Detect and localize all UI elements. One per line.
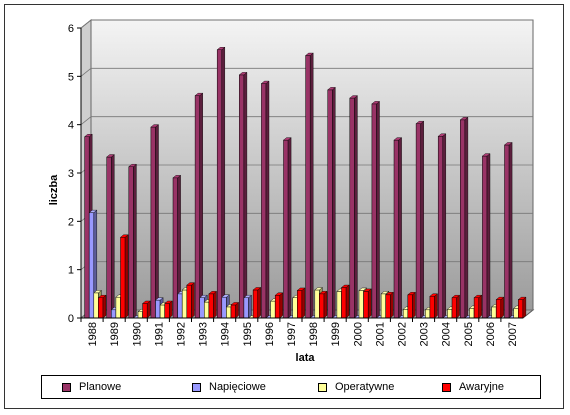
bar-awaryjne-2006 [495,296,505,319]
x-tick-label: 2000 [352,322,364,346]
y-tick-label: 4 [68,120,74,132]
chart-frame: 0 1 2 3 4 5 6 1988 1989 1990 1991 1992 1993 1994 1995… [4,4,564,409]
bar-planowe-2005 [459,116,469,319]
bar-awaryjne-2003 [429,293,439,319]
x-tick-label: 1994 [220,322,232,346]
gridline [80,19,533,29]
bar-planowe-2000 [349,95,358,319]
bar-awaryjne-2001 [385,291,394,319]
x-tick-label: 1999 [330,322,342,346]
bar-planowe-1990 [128,163,137,319]
legend-label: Planowe [79,381,122,393]
bar-planowe-1995 [238,71,248,319]
bar-napięciowe-1995 [243,294,253,319]
x-tick-label: 1995 [242,322,254,346]
x-tick-label: 1996 [264,322,276,346]
x-tick-label: 2003 [419,322,431,346]
bar-awaryjne-2005 [473,294,483,319]
chart-plot: 0 1 2 3 4 5 6 1988 1989 1990 1991 1992 1993 1994 1995… [48,18,535,364]
legend-item-planowe: Planowe [62,380,121,394]
bar-planowe-2004 [437,133,447,319]
bar-planowe-1989 [106,154,115,319]
x-tick-label: 1990 [131,322,143,346]
bar-awaryjne-2007 [517,296,527,319]
bar-awaryjne-1999 [340,284,350,319]
y-tick-label: 5 [68,71,74,83]
legend-swatch [442,382,451,392]
y-tick-label: 2 [68,216,74,228]
bar-awaryjne-1989 [119,234,129,319]
x-axis-title: lata [296,352,316,364]
x-tick-label: 2001 [374,322,386,346]
bar-planowe-2002 [393,137,403,319]
bar-planowe-1996 [260,80,270,319]
x-tick-label: 1988 [87,322,99,346]
bar-planowe-2001 [371,100,381,319]
bar-awaryjne-1994 [230,302,240,319]
gridline [80,67,533,77]
bar-awaryjne-1997 [296,287,306,319]
x-tick-label: 1989 [109,322,121,346]
legend-swatch [62,382,71,392]
bar-awaryjne-1993 [208,290,218,319]
bar-awaryjne-1992 [186,282,195,319]
y-tick-label: 1 [68,265,74,277]
legend-item-napięciowe: Napięciowe [192,380,266,394]
bar-planowe-2006 [481,153,491,319]
bar-awaryjne-1996 [274,292,284,319]
bar-awaryjne-2004 [451,294,461,319]
x-tick-label: 1998 [308,322,320,346]
chart-legend: Planowe Napięciowe Operatywne Awaryjne [41,375,541,399]
bar-planowe-1999 [327,86,336,319]
bar-awaryjne-1988 [97,294,107,319]
bar-awaryjne-1990 [142,300,151,319]
legend-label: Awaryjne [459,381,505,393]
y-tick-label: 3 [68,168,74,180]
x-tick-label: 2005 [463,322,475,346]
bar-planowe-1993 [194,92,204,319]
bar-planowe-2007 [503,142,513,319]
bar-awaryjne-2000 [363,288,372,319]
bar-planowe-1994 [216,46,226,319]
x-tick-label: 1992 [175,322,187,346]
bar-awaryjne-1998 [318,290,328,319]
y-tick-label: 6 [68,23,74,35]
y-axis-title: liczba [48,174,60,205]
bar-planowe-2003 [415,120,425,319]
x-tick-label: 1993 [198,322,210,346]
legend-item-awaryjne: Awaryjne [442,380,504,394]
x-tick-label: 2004 [441,322,453,346]
x-tick-label: 2002 [396,322,408,346]
bar-planowe-1998 [305,52,314,319]
legend-swatch [192,382,201,392]
bar-awaryjne-1995 [252,287,262,319]
y-tick-label: 0 [68,313,74,325]
gridline [80,116,533,125]
bar-planowe-1991 [150,124,160,319]
x-tick-label: 1997 [286,322,298,346]
legend-label: Operatywne [335,381,395,393]
x-tick-label: 2007 [507,322,519,346]
bar-planowe-1997 [282,137,292,319]
bar-awaryjne-2002 [407,291,416,319]
x-tick-label: 1991 [153,322,165,346]
x-tick-label: 2006 [485,322,497,346]
legend-label: Napięciowe [209,381,266,393]
bar-awaryjne-1991 [164,300,173,319]
legend-item-operatywne: Operatywne [318,380,394,394]
legend-swatch [318,382,327,392]
